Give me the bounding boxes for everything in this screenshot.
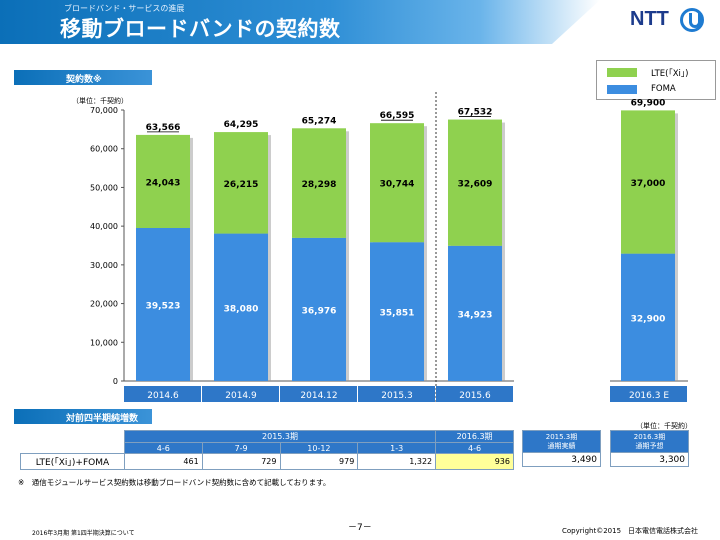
legend-swatch-lte bbox=[607, 68, 637, 77]
table-unit-label: （単位：千契約） bbox=[636, 422, 692, 430]
bar-lte bbox=[621, 110, 675, 254]
table-cell: 1,322 bbox=[357, 453, 437, 470]
x-category-band bbox=[610, 386, 687, 402]
x-tick-label: 2014.9 bbox=[225, 391, 257, 401]
section-tab-subscriptions-label: 契約数※ bbox=[66, 75, 102, 85]
fy2015-actual-header: 2015.3期 通期実績 bbox=[522, 430, 601, 453]
data-label-foma: 39,523 bbox=[146, 301, 181, 311]
chart-unit-label: （単位：千契約） bbox=[72, 97, 128, 105]
x-category-band bbox=[358, 386, 435, 402]
table-quarter-header: 1-3 bbox=[357, 442, 437, 454]
data-label-foma: 36,976 bbox=[302, 306, 337, 316]
section-tab-net-increase-label: 対前四半期純増数 bbox=[66, 414, 139, 424]
bar-foma bbox=[136, 227, 190, 381]
data-label-foma: 38,080 bbox=[224, 304, 259, 314]
section-tab-net-increase: 対前四半期純増数 bbox=[14, 409, 152, 424]
legend-label-lte: LTE(「Xi」) bbox=[651, 69, 689, 79]
table-group-fy2016: 2016.3期 bbox=[435, 430, 514, 443]
table-quarter-header: 4-6 bbox=[435, 442, 514, 454]
table-cell-highlight: 936 bbox=[435, 453, 514, 470]
bar-lte bbox=[448, 119, 502, 246]
data-label-total: 66,595 bbox=[380, 111, 415, 121]
footer-document-title: 2016年3月期 第1四半期決算について bbox=[32, 530, 135, 537]
bar-lte bbox=[370, 123, 424, 243]
x-tick-label: 2015.6 bbox=[459, 391, 491, 401]
table-quarter-header: 10-12 bbox=[279, 442, 359, 454]
fy2015-actual-table: 2015.3期 通期実績 3,490 bbox=[522, 430, 601, 467]
bar-foma bbox=[214, 233, 268, 381]
section-tab-subscriptions: 契約数※ bbox=[14, 70, 152, 85]
legend-label-foma: FOMA bbox=[651, 84, 676, 94]
page-title: 移動ブロードバンドの契約数 bbox=[60, 17, 341, 41]
bar-foma bbox=[292, 237, 346, 381]
data-label-foma: 34,923 bbox=[458, 310, 493, 320]
x-category-band bbox=[202, 386, 279, 402]
data-label-lte: 24,043 bbox=[146, 178, 181, 188]
y-tick-label: 70,000 bbox=[90, 106, 118, 115]
fy2015-actual-label-1: 2015.3期 bbox=[545, 432, 578, 441]
header-subtitle: ブロードバンド・サービスの進展 bbox=[64, 4, 185, 13]
y-tick-label: 40,000 bbox=[90, 222, 118, 231]
ntt-logo: NTT bbox=[630, 8, 669, 30]
x-tick-label: 2016.3 E bbox=[629, 391, 669, 401]
bar-foma bbox=[448, 245, 502, 381]
bar-lte bbox=[136, 134, 190, 228]
x-category-band bbox=[436, 386, 513, 402]
x-category-band bbox=[280, 386, 357, 402]
bar-lte bbox=[292, 128, 346, 238]
page-number: －7－ bbox=[348, 523, 372, 533]
y-tick-label: 60,000 bbox=[90, 145, 118, 154]
bar-lte bbox=[214, 132, 268, 234]
data-label-lte: 32,609 bbox=[458, 180, 493, 190]
data-label-total: 64,295 bbox=[224, 120, 259, 130]
data-label-lte: 37,000 bbox=[631, 179, 666, 189]
y-tick-label: 50,000 bbox=[90, 183, 118, 192]
footnote: ※ 通信モジュールサービス契約数は移動ブロードバンド契約数に含めて記載しておりま… bbox=[18, 478, 331, 487]
legend-swatch-foma bbox=[607, 85, 637, 94]
data-label-total: 65,274 bbox=[302, 116, 337, 126]
data-label-total: 63,566 bbox=[146, 123, 181, 133]
y-tick-label: 20,000 bbox=[90, 300, 118, 309]
data-label-foma: 35,851 bbox=[380, 309, 415, 319]
x-tick-label: 2014.12 bbox=[300, 391, 337, 401]
data-label-lte: 28,298 bbox=[302, 180, 337, 190]
y-tick-label: 10,000 bbox=[90, 338, 118, 347]
data-label-total: 67,532 bbox=[458, 108, 493, 118]
data-label-lte: 30,744 bbox=[380, 180, 415, 190]
fy2016-forecast-value: 3,300 bbox=[610, 452, 689, 467]
fy2016-forecast-table: 2016.3期 通期予想 3,300 bbox=[610, 430, 689, 467]
table-row-label: LTE(「Xi」)+FOMA bbox=[20, 453, 125, 470]
y-tick-label: 30,000 bbox=[90, 261, 118, 270]
data-label-foma: 32,900 bbox=[631, 314, 666, 324]
table-cell: 979 bbox=[279, 453, 359, 470]
data-label-total: 69,900 bbox=[631, 98, 666, 108]
data-label-lte: 26,215 bbox=[224, 180, 259, 190]
table-quarter-header: 4-6 bbox=[123, 442, 203, 454]
y-tick-label: 0 bbox=[113, 377, 118, 386]
bar-foma bbox=[621, 253, 675, 381]
x-category-band bbox=[124, 386, 201, 402]
x-tick-label: 2014.6 bbox=[147, 391, 179, 401]
header-banner bbox=[0, 0, 600, 44]
fy2016-forecast-label-1: 2016.3期 bbox=[633, 432, 666, 441]
fy2016-forecast-label-2: 通期予想 bbox=[635, 441, 664, 450]
fy2015-actual-label-2: 通期実績 bbox=[547, 441, 576, 450]
copyright: Copyright©2015 日本電信電話株式会社 bbox=[562, 527, 699, 535]
table-cell: 461 bbox=[123, 453, 203, 470]
x-tick-label: 2015.3 bbox=[381, 391, 413, 401]
table-quarter-header: 7-9 bbox=[201, 442, 281, 454]
net-increase-table: 2015.3期 2016.3期 4-6 7-9 10-12 1-3 4-6 LT… bbox=[20, 430, 514, 470]
stacked-bar-chart: 0 10,000 20,000 30,000 40,000 50,000 60,000 70,… bbox=[90, 92, 688, 403]
fy2015-actual-value: 3,490 bbox=[522, 452, 601, 467]
fy2016-forecast-header: 2016.3期 通期予想 bbox=[610, 430, 689, 453]
table-group-fy2015: 2015.3期 bbox=[123, 430, 437, 443]
chart-legend: LTE(「Xi」) FOMA bbox=[596, 60, 716, 100]
bar-foma bbox=[370, 242, 424, 381]
table-cell: 729 bbox=[201, 453, 281, 470]
ntt-logo-mark-icon bbox=[680, 8, 704, 32]
table-row: LTE(「Xi」)+FOMA 461 729 979 1,322 936 bbox=[20, 453, 514, 470]
